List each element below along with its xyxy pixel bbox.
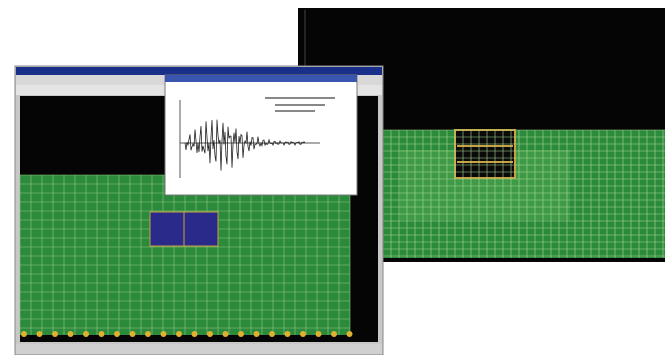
right-mesh <box>383 130 665 258</box>
support <box>161 331 167 337</box>
dialog <box>165 75 357 195</box>
support <box>347 331 353 337</box>
support <box>83 331 89 337</box>
support <box>52 331 58 337</box>
legend-line <box>265 97 335 99</box>
support <box>238 331 244 337</box>
support <box>68 331 74 337</box>
support <box>316 331 322 337</box>
support <box>192 331 198 337</box>
support <box>223 331 229 337</box>
support <box>21 331 27 337</box>
support <box>300 331 306 337</box>
support <box>130 331 136 337</box>
legend-line <box>275 110 315 112</box>
support <box>207 331 213 337</box>
support <box>37 331 43 337</box>
status-bar <box>16 344 382 354</box>
support <box>254 331 260 337</box>
support <box>176 331 182 337</box>
support <box>99 331 105 337</box>
support <box>331 331 337 337</box>
support <box>269 331 275 337</box>
support <box>114 331 120 337</box>
support <box>285 331 291 337</box>
legend-line <box>275 104 325 106</box>
dialog-title-bar <box>165 75 357 82</box>
support <box>145 331 151 337</box>
title-bar <box>16 67 382 75</box>
screenshot <box>0 0 665 355</box>
